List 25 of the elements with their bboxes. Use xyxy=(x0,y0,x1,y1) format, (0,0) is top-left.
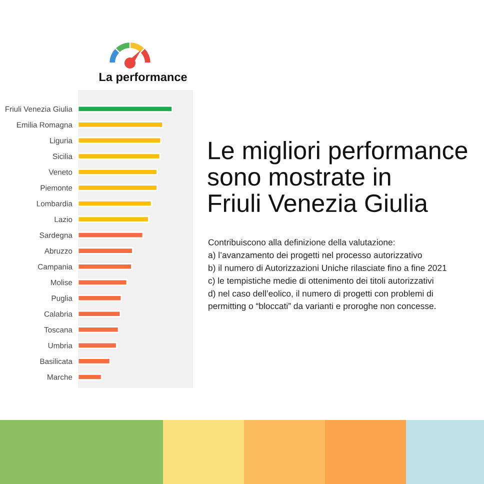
bar xyxy=(78,358,111,365)
text: Contribuiscono alla definizione della valutazione: xyxy=(208,239,394,246)
bar xyxy=(78,263,132,270)
chart-title: La performance xyxy=(100,72,187,84)
bar xyxy=(78,294,122,302)
bar xyxy=(78,136,162,144)
bar xyxy=(78,168,158,176)
text: Le migliori performance sono mostrate in Friuli Venezia Giulia xyxy=(208,141,468,212)
bar xyxy=(78,232,144,239)
text: b) il numero di Autorizzazioni Uniche rilasciate fino a fine 2021 xyxy=(208,264,446,273)
bar xyxy=(78,326,120,334)
bar xyxy=(78,216,150,223)
bar xyxy=(78,121,164,128)
bar xyxy=(78,200,152,208)
bar xyxy=(78,373,102,380)
bar xyxy=(78,342,118,349)
bar xyxy=(78,105,173,112)
bar xyxy=(78,184,158,192)
text: c) le tempistiche medie di ottenimento dei titoli autorizzativi xyxy=(208,277,434,286)
text: a) l’avanzamento dei progetti nel processo autorizzativo xyxy=(208,252,422,260)
text: d) nel caso dell’eolico, il numero di progetti con problemi di permitting o “bloccati” da varianti e proroghe non concesse. xyxy=(208,290,436,311)
bar xyxy=(78,310,122,318)
bar xyxy=(78,278,128,286)
bar xyxy=(78,247,134,254)
bar xyxy=(78,152,161,160)
